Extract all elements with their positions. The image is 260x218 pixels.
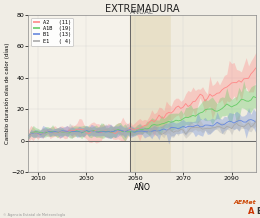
Title: EXTREMADURA: EXTREMADURA [105,4,179,14]
Y-axis label: Cambio duración olas de calor (días): Cambio duración olas de calor (días) [4,43,10,144]
Text: ANUAL: ANUAL [130,9,154,15]
Bar [171,15,256,172]
Legend: A2   (11), A1B  (19), B1   (13), E1   ( 4): A2 (11), A1B (19), B1 (13), E1 ( 4) [31,18,73,46]
Text: E: E [256,207,260,216]
Text: A: A [248,207,255,216]
Text: © Agencia Estatal de Meteorología: © Agencia Estatal de Meteorología [3,213,65,217]
X-axis label: AÑO: AÑO [134,183,151,192]
Text: AEMet: AEMet [233,200,256,205]
Bar [130,15,171,172]
